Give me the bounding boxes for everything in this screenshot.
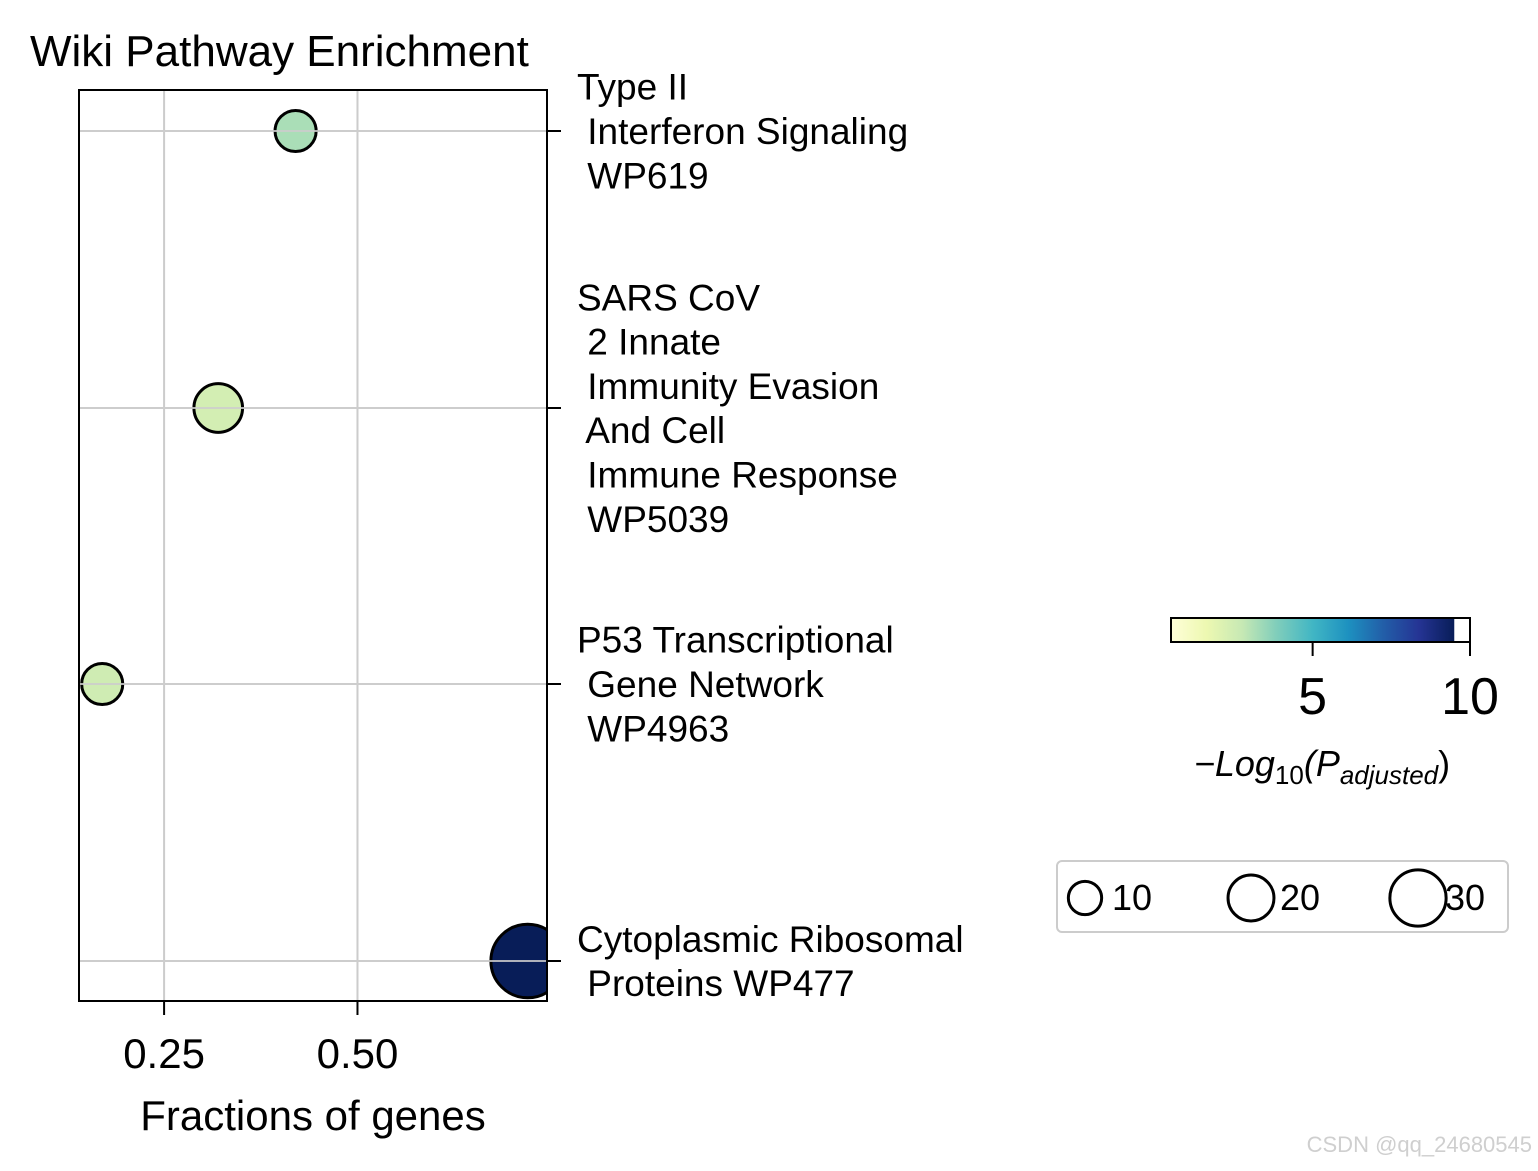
plot-frame <box>78 89 548 1002</box>
colorbar-label: −Log10(Padjusted) <box>1194 743 1450 790</box>
points-layer <box>79 108 547 1000</box>
y-tick-label-1: SARS CoV 2 Innate Immunity Evasion And C… <box>577 277 898 540</box>
grid-layer <box>79 90 547 1001</box>
colorbar: 5 10 −Log10(Padjusted) <box>1170 617 1499 790</box>
x-tick-label-0: 0.25 <box>123 1030 205 1077</box>
size-legend-label-0: 10 <box>1112 877 1152 918</box>
x-tick-label-1: 0.50 <box>317 1030 399 1077</box>
size-legend-marker-1 <box>1226 873 1276 923</box>
y-tick-label-3: Cytoplasmic Ribosomal Proteins WP477 <box>577 919 964 1004</box>
colorbar-tick-label-0: 5 <box>1298 668 1327 726</box>
y-axis: Type II Interferon Signaling WP619 SARS C… <box>547 67 964 1004</box>
size-legend-label-1: 20 <box>1280 877 1320 918</box>
colorbar-tick-label-1: 10 <box>1441 668 1499 726</box>
chart-title: Wiki Pathway Enrichment <box>30 27 529 76</box>
x-axis-label: Fractions of genes <box>140 1092 486 1139</box>
size-legend: 10 20 30 <box>1056 860 1509 933</box>
y-tick-label-0: Type II Interferon Signaling WP619 <box>577 67 908 197</box>
size-legend-marker-0 <box>1066 879 1104 917</box>
colorbar-gradient <box>1171 618 1455 642</box>
colorbar-frame <box>1170 617 1471 643</box>
size-legend-label-2: 30 <box>1445 877 1485 918</box>
x-axis: 0.25 0.50 <box>123 1001 398 1077</box>
size-legend-marker-2 <box>1388 868 1448 928</box>
y-tick-label-2: P53 Transcriptional Gene Network WP4963 <box>577 620 894 750</box>
watermark: CSDN @qq_24680545 <box>1307 1132 1532 1157</box>
grid-overlay <box>79 130 547 962</box>
